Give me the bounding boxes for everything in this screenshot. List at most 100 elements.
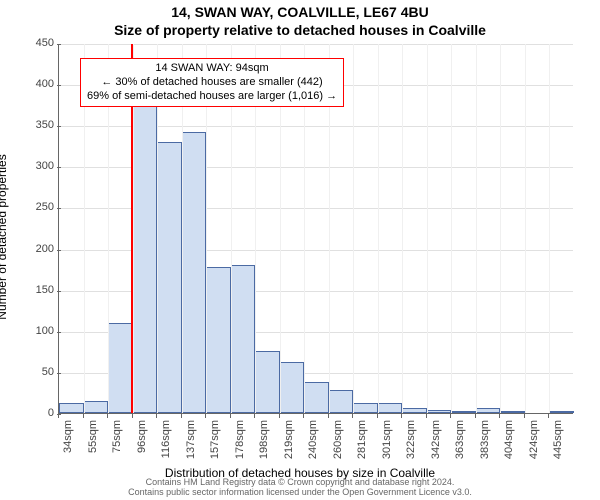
x-tick-mark [328,414,329,418]
x-tick-label: 260sqm [332,420,344,470]
x-tick-mark [377,414,378,418]
y-tick-label: 100 [20,325,54,337]
x-tick-label: 301sqm [381,420,393,470]
histogram-bar [255,351,280,413]
y-tick-label: 50 [20,366,54,378]
x-tick-mark [181,414,182,418]
page-title: 14, SWAN WAY, COALVILLE, LE67 4BU [0,4,600,20]
x-tick-mark [524,414,525,418]
x-tick-mark [254,414,255,418]
y-tick-mark [57,291,61,292]
gridline-v [353,44,354,413]
x-tick-label: 55sqm [87,420,99,470]
y-tick-label: 450 [20,37,54,49]
x-tick-mark [303,414,304,418]
histogram-bar [476,408,501,413]
y-tick-label: 400 [20,78,54,90]
x-tick-label: 157sqm [209,420,221,470]
chart-subtitle: Size of property relative to detached ho… [0,22,600,38]
gridline-h [59,44,573,45]
x-tick-mark [58,414,59,418]
y-tick-mark [57,373,61,374]
x-tick-label: 363sqm [454,420,466,470]
footer-attribution: Contains HM Land Registry data © Crown c… [0,478,600,498]
x-tick-mark [401,414,402,418]
y-axis-label: Number of detached properties [0,107,9,367]
x-tick-label: 424sqm [528,420,540,470]
annotation-line-1: 14 SWAN WAY: 94sqm [87,62,337,76]
chart-container: 14, SWAN WAY, COALVILLE, LE67 4BU Size o… [0,0,600,500]
histogram-bar [84,401,109,413]
y-tick-mark [57,250,61,251]
x-tick-label: 219sqm [283,420,295,470]
y-tick-label: 250 [20,201,54,213]
x-tick-mark [499,414,500,418]
y-tick-mark [57,167,61,168]
y-tick-label: 150 [20,284,54,296]
x-tick-label: 34sqm [62,420,74,470]
y-tick-label: 0 [20,407,54,419]
x-tick-mark [107,414,108,418]
x-tick-label: 383sqm [479,420,491,470]
x-tick-mark [205,414,206,418]
footer-line-2: Contains public sector information licen… [0,488,600,498]
gridline-v [427,44,428,413]
x-tick-mark [156,414,157,418]
gridline-v [451,44,452,413]
histogram-bar [182,132,207,413]
x-tick-label: 198sqm [258,420,270,470]
gridline-v [378,44,379,413]
y-tick-label: 300 [20,160,54,172]
histogram-bar [451,411,476,413]
x-tick-label: 445sqm [552,420,564,470]
x-tick-mark [426,414,427,418]
x-tick-label: 137sqm [185,420,197,470]
histogram-bar [280,362,305,413]
histogram-bar [353,403,378,413]
x-tick-mark [548,414,549,418]
histogram-bar [59,403,84,413]
y-tick-mark [57,44,61,45]
gridline-v [476,44,477,413]
x-tick-mark [83,414,84,418]
histogram-bar [304,382,329,413]
annotation-line-3: 69% of semi-detached houses are larger (… [87,90,337,104]
histogram-bar [133,84,158,413]
x-tick-mark [475,414,476,418]
x-tick-label: 342sqm [430,420,442,470]
y-tick-mark [57,85,61,86]
y-tick-mark [57,332,61,333]
x-tick-label: 96sqm [136,420,148,470]
histogram-bar [206,267,231,413]
x-tick-mark [230,414,231,418]
histogram-bar [329,390,354,413]
histogram-bar [157,142,182,413]
x-tick-label: 404sqm [503,420,515,470]
x-tick-mark [132,414,133,418]
histogram-bar [402,408,427,413]
gridline-v [402,44,403,413]
histogram-bar [108,323,133,413]
x-tick-label: 178sqm [234,420,246,470]
histogram-bar [378,403,403,413]
y-tick-mark [57,208,61,209]
y-tick-label: 350 [20,119,54,131]
annotation-box: 14 SWAN WAY: 94sqm ← 30% of detached hou… [80,58,344,107]
x-tick-label: 281sqm [356,420,368,470]
x-tick-mark [279,414,280,418]
y-tick-mark [57,126,61,127]
x-tick-label: 116sqm [160,420,172,470]
y-tick-label: 200 [20,243,54,255]
annotation-line-2: ← 30% of detached houses are smaller (44… [87,76,337,90]
x-tick-label: 322sqm [405,420,417,470]
gridline-v [549,44,550,413]
x-tick-label: 240sqm [307,420,319,470]
gridline-v [500,44,501,413]
x-tick-label: 75sqm [111,420,123,470]
x-tick-mark [450,414,451,418]
histogram-bar [549,411,574,413]
x-tick-mark [352,414,353,418]
gridline-v [525,44,526,413]
histogram-bar [427,410,452,413]
histogram-bar [500,411,525,413]
